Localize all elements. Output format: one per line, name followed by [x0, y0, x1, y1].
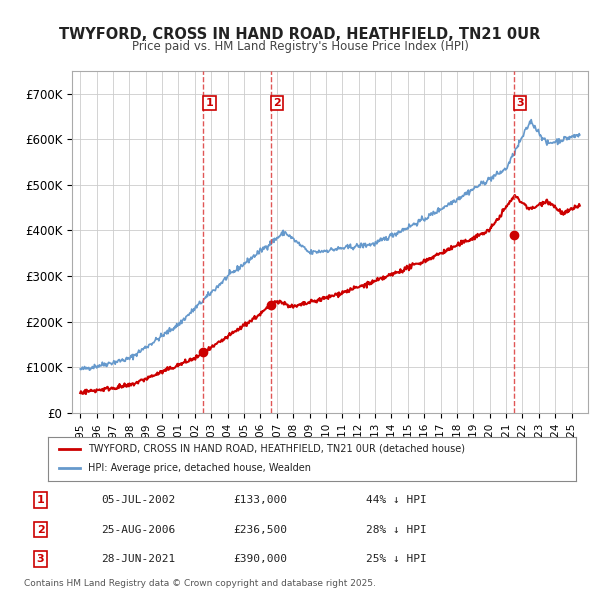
- Text: 28-JUN-2021: 28-JUN-2021: [101, 554, 176, 564]
- Text: 25% ↓ HPI: 25% ↓ HPI: [366, 554, 427, 564]
- Text: 44% ↓ HPI: 44% ↓ HPI: [366, 495, 427, 505]
- Text: Price paid vs. HM Land Registry's House Price Index (HPI): Price paid vs. HM Land Registry's House …: [131, 40, 469, 53]
- Text: 3: 3: [37, 554, 44, 564]
- Text: 1: 1: [37, 495, 44, 505]
- Text: £390,000: £390,000: [234, 554, 288, 564]
- Text: TWYFORD, CROSS IN HAND ROAD, HEATHFIELD, TN21 0UR (detached house): TWYFORD, CROSS IN HAND ROAD, HEATHFIELD,…: [88, 444, 464, 454]
- Text: 1: 1: [206, 98, 214, 108]
- Text: £236,500: £236,500: [234, 525, 288, 535]
- Text: 28% ↓ HPI: 28% ↓ HPI: [366, 525, 427, 535]
- Text: £133,000: £133,000: [234, 495, 288, 505]
- Text: 25-AUG-2006: 25-AUG-2006: [101, 525, 176, 535]
- Text: Contains HM Land Registry data © Crown copyright and database right 2025.
This d: Contains HM Land Registry data © Crown c…: [24, 579, 376, 590]
- Text: TWYFORD, CROSS IN HAND ROAD, HEATHFIELD, TN21 0UR: TWYFORD, CROSS IN HAND ROAD, HEATHFIELD,…: [59, 27, 541, 41]
- Text: 2: 2: [274, 98, 281, 108]
- Text: 2: 2: [37, 525, 44, 535]
- Text: HPI: Average price, detached house, Wealden: HPI: Average price, detached house, Weal…: [88, 464, 311, 473]
- Text: 05-JUL-2002: 05-JUL-2002: [101, 495, 176, 505]
- Text: 3: 3: [517, 98, 524, 108]
